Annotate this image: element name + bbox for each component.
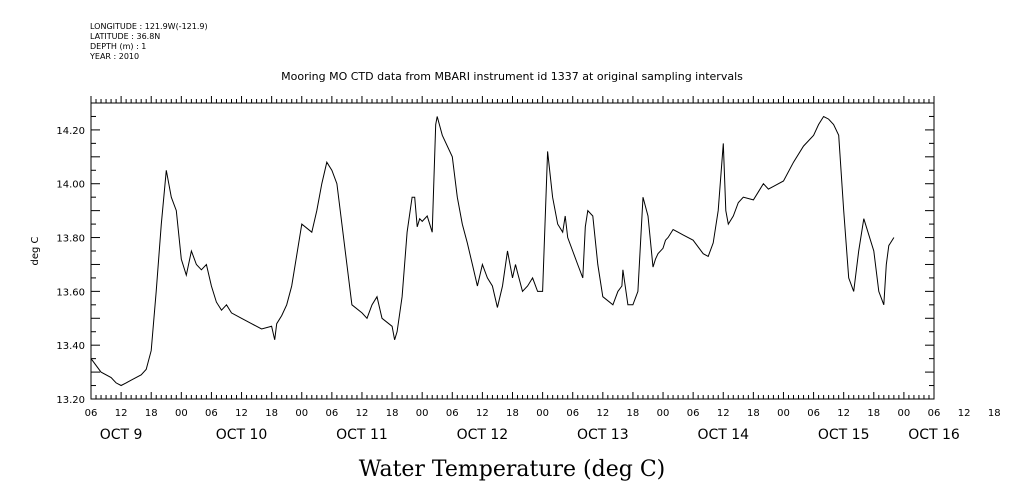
x-tick-label: 06 [928,408,941,419]
x-tick-label: 18 [988,408,1001,419]
year-text: YEAR : 2010 [90,52,140,61]
x-day-label: OCT 11 [336,427,388,443]
x-tick-label: 12 [356,408,369,419]
plot-frame [90,102,935,400]
x-day-label: OCT 12 [457,427,509,443]
latitude-text: LATITUDE : 36.8N [90,32,161,41]
x-day-label: OCT 13 [577,427,629,443]
temperature-series-line [90,115,895,387]
x-tick-label: 06 [687,408,700,419]
chart-title: Mooring MO CTD data from MBARI instrumen… [281,70,743,83]
x-tick-label: 12 [837,408,850,419]
x-tick-label: 12 [476,408,489,419]
x-tick-label: 00 [898,408,911,419]
x-tick-label: 06 [446,408,459,419]
x-tick-label: 12 [115,408,128,419]
x-day-label: OCT 10 [216,427,268,443]
x-tick-label: 00 [657,408,670,419]
longitude-text: LONGITUDE : 121.9W(-121.9) [90,22,208,31]
x-tick-label: 06 [566,408,579,419]
x-tick-label: 18 [627,408,640,419]
x-day-label: OCT 9 [100,427,143,443]
x-tick-label: 18 [867,408,880,419]
x-tick-label: 06 [85,408,98,419]
x-tick-label: 18 [747,408,760,419]
x-tick-label: 06 [325,408,338,419]
x-tick-label: 12 [717,408,730,419]
x-axis-label: Water Temperature (deg C) [359,457,666,482]
x-tick-label: 00 [295,408,308,419]
x-tick-label: 18 [265,408,278,419]
x-tick-label: 00 [777,408,790,419]
y-tick-label: 14.00 [56,180,85,191]
depth-text: DEPTH (m) : 1 [90,42,147,51]
y-tick-label: 13.80 [56,234,85,245]
y-tick-label: 13.20 [56,395,85,406]
x-tick-label: 18 [506,408,519,419]
x-day-label: OCT 16 [908,427,960,443]
x-tick-label: 00 [175,408,188,419]
x-tick-label: 18 [386,408,399,419]
x-tick-label: 06 [205,408,218,419]
axis-ticks [90,96,935,400]
y-tick-label: 14.20 [56,126,85,137]
axis-tick-labels: 06 12 18 00 06 12 18 00 06 12 18 00 06 12 18 00 06 12 18 00… [56,126,1001,443]
metadata-block: LONGITUDE : 121.9W(-121.9) LATITUDE : 36… [90,22,208,62]
x-tick-label: 12 [235,408,248,419]
x-tick-label: 18 [145,408,158,419]
x-tick-label: 00 [536,408,549,419]
x-tick-label: 12 [596,408,609,419]
y-tick-label: 13.60 [56,287,85,298]
x-day-label: OCT 15 [818,427,870,443]
x-tick-label: 12 [958,408,971,419]
x-tick-label: 06 [807,408,820,419]
y-tick-label: 13.40 [56,341,85,352]
x-tick-label: 00 [416,408,429,419]
x-day-label: OCT 14 [697,427,749,443]
y-axis-label: deg C [30,236,41,265]
